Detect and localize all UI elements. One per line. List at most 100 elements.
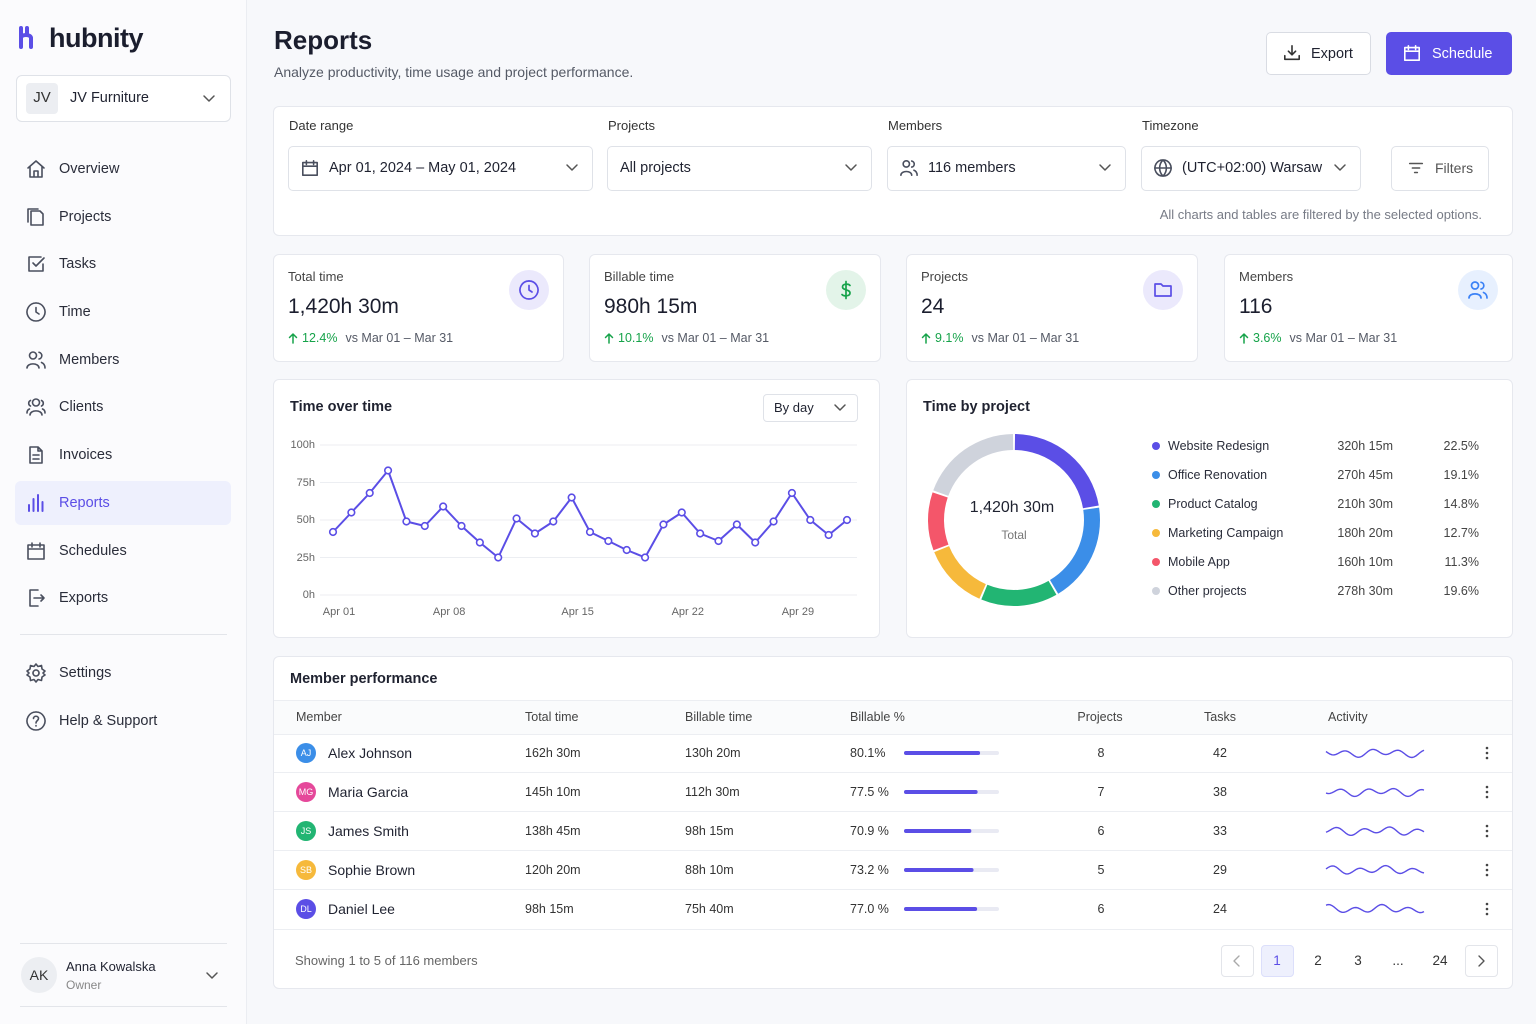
export-button[interactable] [1266, 32, 1371, 75]
legend-label: Website Redesign [1168, 439, 1270, 453]
user-avatar [21, 957, 57, 993]
projects-count: 5 [1097, 863, 1105, 877]
tasks-count: 24 [1213, 902, 1227, 916]
schedule-label[interactable]: Schedule [1432, 46, 1493, 62]
workspace-initials: JV [33, 89, 51, 106]
nav-item[interactable]: Tasks [59, 256, 97, 272]
nav-item-active[interactable] [15, 481, 231, 525]
filter-select[interactable] [1141, 146, 1361, 191]
nav-item[interactable]: Exports [59, 590, 109, 606]
filter-value[interactable]: 116 members [928, 160, 1016, 176]
total-time: 162h 30m [525, 746, 581, 760]
legend-hours: 210h 30m [1337, 497, 1393, 511]
nav-item[interactable]: Reports [59, 495, 110, 511]
kpi-change: 9.1% [935, 331, 964, 345]
total-time: 138h 45m [525, 824, 581, 838]
filter-value[interactable]: (UTC+02:00) Warsaw [1182, 160, 1323, 176]
prev-page[interactable] [1221, 945, 1254, 977]
sidebar-divider [20, 1006, 227, 1007]
chart-title: Time by project [923, 399, 1030, 415]
column-header: Billable time [685, 710, 753, 724]
legend-percent: 19.6% [1443, 584, 1479, 598]
legend-percent: 12.7% [1443, 526, 1479, 540]
kpi-value: 980h 15m [604, 295, 698, 318]
legend-label: Marketing Campaign [1168, 526, 1284, 540]
kpi-change-row: 9.1% vs Mar 01 – Mar 31 [921, 328, 1079, 348]
brand-name: hubnity [49, 23, 143, 53]
filters-label[interactable]: Filters [1435, 160, 1474, 176]
column-header: Tasks [1204, 710, 1236, 724]
row-divider [274, 811, 1512, 812]
x-tick-label: Apr 08 [432, 606, 466, 618]
sidebar-divider [20, 943, 227, 944]
total-time: 145h 10m [525, 785, 581, 799]
trend-up-icon [604, 332, 614, 344]
table-title: Member performance [290, 671, 438, 687]
legend-percent: 14.8% [1443, 497, 1479, 511]
column-header: Member [296, 710, 342, 724]
kpi-change: 3.6% [1253, 331, 1282, 345]
kpi-value: 116 [1239, 295, 1273, 318]
kpi-card [906, 254, 1198, 362]
filters-note: All charts and tables are filtered by th… [1159, 207, 1482, 222]
page-number[interactable]: 2 [1314, 953, 1322, 968]
kpi-card [1224, 254, 1513, 362]
page-number[interactable]: ... [1392, 953, 1404, 968]
row-divider [274, 889, 1512, 890]
y-tick-label: 25h [296, 551, 315, 564]
nav-item[interactable]: Overview [59, 161, 120, 177]
kpi-comparison: vs Mar 01 – Mar 31 [661, 331, 770, 345]
filter-select[interactable] [887, 146, 1126, 191]
filter-value[interactable]: Apr 01, 2024 – May 01, 2024 [329, 160, 517, 176]
user-role: Owner [66, 978, 102, 992]
legend-percent: 19.1% [1443, 468, 1479, 482]
table-footer-divider [274, 929, 1512, 930]
kpi-comparison: vs Mar 01 – Mar 31 [1289, 331, 1398, 345]
column-header: Activity [1328, 710, 1368, 724]
y-tick-label: 0h [302, 589, 315, 601]
nav-item[interactable]: Projects [59, 209, 112, 225]
total-time: 120h 20m [525, 863, 581, 877]
nav-item[interactable]: Members [59, 352, 120, 368]
nav-item[interactable]: Schedules [59, 543, 127, 559]
page-number[interactable]: 24 [1432, 953, 1448, 968]
legend-percent: 22.5% [1443, 439, 1479, 453]
nav-item[interactable]: Time [59, 304, 91, 320]
projects-count: 6 [1097, 824, 1105, 838]
filter-select[interactable] [607, 146, 872, 191]
workspace-name: JV Furniture [70, 90, 149, 106]
page-title: Reports [274, 25, 373, 55]
billable-percent: 70.9 % [850, 824, 889, 838]
nav-item[interactable]: Invoices [59, 447, 113, 463]
member-name: James Smith [328, 823, 409, 839]
tasks-count: 29 [1213, 863, 1227, 877]
billable-time: 75h 40m [685, 902, 734, 916]
trend-up-icon [1239, 332, 1249, 344]
page-number[interactable]: 1 [1273, 953, 1281, 968]
interval-value[interactable]: By day [774, 400, 814, 415]
kpi-label: Projects [921, 269, 968, 284]
current-page[interactable] [1261, 945, 1294, 977]
nav-item[interactable]: Settings [59, 665, 112, 681]
kpi-value: 24 [921, 295, 945, 318]
next-page[interactable] [1465, 945, 1498, 977]
column-header: Billable % [850, 710, 905, 724]
legend-hours: 270h 45m [1337, 468, 1393, 482]
y-tick-label: 100h [290, 439, 315, 451]
filter-value[interactable]: All projects [620, 160, 691, 176]
page-number[interactable]: 3 [1354, 953, 1362, 968]
export-label[interactable]: Export [1311, 46, 1353, 62]
kpi-change: 12.4% [302, 331, 338, 345]
nav-item[interactable]: Help & Support [59, 713, 158, 729]
donut-center-label: Total [1001, 528, 1027, 542]
filters-button[interactable] [1391, 146, 1489, 191]
kpi-change-row: 12.4% vs Mar 01 – Mar 31 [288, 328, 453, 348]
nav-item[interactable]: Clients [59, 399, 104, 415]
kpi-comparison: vs Mar 01 – Mar 31 [971, 331, 1080, 345]
legend-label: Mobile App [1168, 555, 1230, 569]
filter-label: Projects [608, 118, 655, 133]
x-tick-label: Apr 22 [671, 606, 704, 618]
filter-select[interactable] [288, 146, 593, 191]
kpi-label: Billable time [604, 269, 675, 284]
trend-up-icon [921, 332, 931, 344]
